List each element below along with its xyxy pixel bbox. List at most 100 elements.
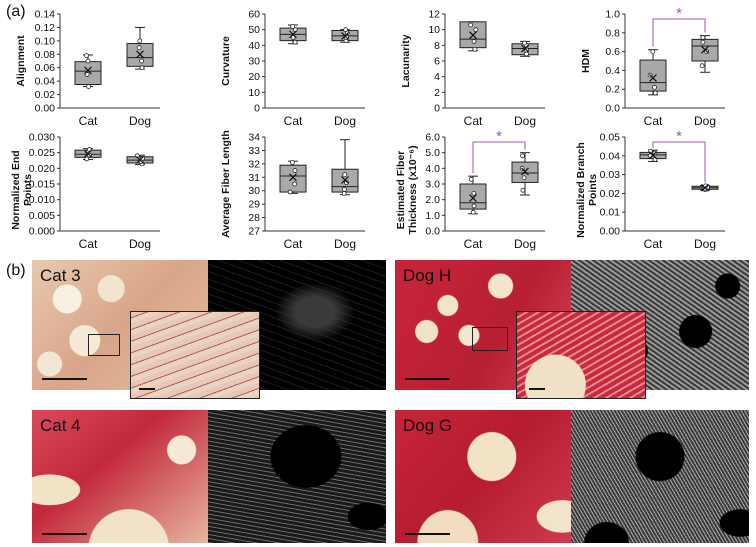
x-tick-label: Cat (79, 237, 98, 251)
y-tick-label: 0.0 (425, 226, 440, 238)
y-tick-label: 0.025 (29, 147, 55, 159)
y-axis-label: Alignment (15, 35, 27, 87)
y-tick-label: 0.01 (600, 207, 621, 219)
y-tick-label: 0.00 (600, 226, 621, 238)
data-point (138, 39, 142, 43)
x-tick-label: Dog (334, 114, 356, 128)
data-point (700, 64, 704, 68)
zoom-region-cat-3 (88, 334, 120, 356)
y-tick-label: 0.0 (605, 103, 620, 115)
y-tick-label: 0.03 (600, 169, 621, 181)
data-point (524, 52, 528, 56)
zoom-region-dog-h (472, 327, 508, 351)
scale-bar (42, 533, 87, 535)
y-tick-label: 0.08 (35, 49, 56, 61)
data-point (521, 154, 525, 158)
y-tick-label: 0 (434, 103, 440, 115)
data-point (651, 50, 655, 54)
y-tick-label: 1.0 (425, 210, 440, 222)
scale-bar (405, 378, 450, 380)
data-point (342, 187, 346, 191)
data-point (472, 39, 476, 43)
scale-bar (405, 533, 450, 535)
y-axis-label: Estimated FiberThickness (x10⁻⁶) (395, 145, 419, 234)
data-point (471, 210, 475, 214)
data-point (343, 173, 347, 177)
x-tick-label: Cat (284, 237, 303, 251)
y-tick-label: 0.000 (29, 226, 55, 238)
y-tick-label: 34 (248, 132, 260, 144)
scale-bar (42, 378, 87, 380)
data-point (293, 169, 297, 173)
box-cat (280, 165, 306, 192)
data-point (84, 54, 88, 58)
y-tick-label: 0.04 (35, 76, 56, 88)
y-tick-label: 0.06 (35, 62, 56, 74)
y-tick-label: 4.0 (425, 163, 440, 175)
y-tick-label: 0.05 (600, 132, 621, 144)
x-tick-label: Dog (694, 114, 716, 128)
y-tick-label: 6.0 (425, 132, 440, 144)
significance-bracket (653, 142, 705, 183)
y-tick-label: 12 (428, 9, 440, 21)
zoom-inset-dog-h (516, 311, 646, 399)
scale-bar (529, 388, 545, 390)
micrograph-cat-4-stained: Cat 4 (32, 410, 208, 543)
y-tick-label: 3.0 (425, 179, 440, 191)
scale-bar (139, 388, 155, 390)
y-tick-label: 0.02 (35, 89, 56, 101)
data-point (87, 85, 91, 89)
data-point (653, 91, 657, 95)
x-tick-label: Dog (514, 114, 536, 128)
y-tick-label: 4 (434, 71, 440, 83)
y-tick-label: 60 (248, 9, 260, 21)
significance-star: * (496, 128, 502, 145)
y-axis-label: Average Fiber Length (220, 130, 232, 238)
x-tick-label: Cat (644, 237, 663, 251)
x-tick-label: Cat (464, 114, 483, 128)
data-point (701, 40, 705, 44)
x-tick-label: Cat (79, 114, 98, 128)
micrograph-cat-4-fibers (208, 410, 386, 543)
micrograph-dog-g-fibers (571, 410, 749, 543)
y-tick-label: 5.0 (425, 147, 440, 159)
micrograph-label-dog-h: Dog H (403, 266, 451, 286)
y-tick-label: 20 (248, 71, 260, 83)
y-tick-label: 33 (248, 145, 260, 157)
x-tick-label: Cat (464, 237, 483, 251)
y-tick-label: 8 (434, 40, 440, 52)
data-point (473, 47, 477, 51)
micrograph-label-cat-3: Cat 3 (40, 266, 81, 286)
data-point (469, 177, 473, 181)
data-point (472, 204, 476, 208)
y-tick-label: 0.14 (35, 9, 56, 21)
panel-b-letter: (b) (6, 262, 26, 280)
data-point (701, 36, 705, 40)
box-plot-figure: 0.000.020.040.060.080.100.120.14Alignmen… (0, 0, 756, 258)
y-tick-label: 1.0 (605, 9, 620, 21)
data-point (85, 157, 89, 161)
significance-star: * (676, 128, 682, 145)
y-axis-label: HDM (580, 49, 592, 73)
significance-star: * (676, 5, 682, 22)
data-point (288, 190, 292, 194)
micrograph-dog-g-stained: Dog G (395, 410, 571, 543)
zoom-inset-cat-3 (130, 311, 260, 399)
y-tick-label: 0.020 (29, 163, 55, 175)
y-tick-label: 0.10 (35, 35, 56, 47)
y-tick-label: 40 (248, 40, 260, 52)
y-tick-label: 27 (248, 226, 260, 238)
y-tick-label: 6 (434, 56, 440, 68)
data-point (521, 188, 525, 192)
y-axis-label: Lacunarity (400, 34, 412, 87)
data-point (522, 176, 526, 180)
data-point (523, 41, 527, 45)
x-tick-label: Dog (129, 237, 151, 251)
y-axis-label: Normalized BranchPoints (575, 142, 599, 238)
data-point (293, 40, 297, 44)
y-tick-label: 29 (248, 199, 260, 211)
y-tick-label: 28 (248, 212, 260, 224)
y-tick-label: 0.00 (35, 103, 56, 115)
y-tick-label: 30 (248, 185, 260, 197)
x-tick-label: Dog (514, 237, 536, 251)
